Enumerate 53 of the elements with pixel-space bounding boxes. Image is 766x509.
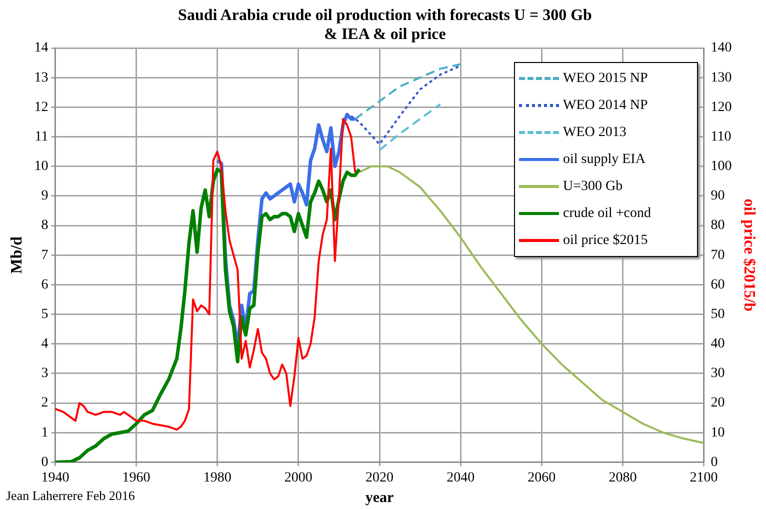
y2-axis-title: oil price $2015/b <box>740 198 758 312</box>
y-tick-label: 4 <box>41 336 48 352</box>
y-tick-label: 8 <box>41 218 48 234</box>
y2-tick-label: 60 <box>710 277 725 292</box>
y-tick-label: 2 <box>41 396 48 411</box>
y2-tick-label: 80 <box>710 218 725 234</box>
x-tick-label: 2020 <box>366 470 394 486</box>
x-tick-label: 2060 <box>528 470 556 486</box>
y-tick-label: 1 <box>41 425 48 440</box>
legend-label: WEO 2015 NP <box>563 70 648 86</box>
y-tick-label: 11 <box>34 129 48 144</box>
x-tick-label: 2000 <box>284 470 312 486</box>
y-tick-label: 7 <box>41 248 48 263</box>
y2-tick-label: 10 <box>710 425 725 440</box>
legend-label: oil supply EIA <box>563 152 646 168</box>
x-tick-label: 1960 <box>122 470 150 486</box>
x-tick-label: 2040 <box>446 470 475 486</box>
y-tick-label: 10 <box>34 159 48 174</box>
legend-label: oil price $2015 <box>563 232 648 248</box>
y-tick-label: 0 <box>41 454 48 470</box>
y2-tick-label: 0 <box>710 454 718 470</box>
legend-label: U=300 Gb <box>563 178 623 194</box>
y-tick-label: 12 <box>34 100 48 115</box>
y2-tick-label: 100 <box>710 159 732 174</box>
y2-tick-label: 50 <box>710 306 725 322</box>
y-tick-label: 9 <box>41 188 48 204</box>
y2-tick-label: 140 <box>710 40 732 56</box>
text: Jean Laherrere Feb 2016 <box>6 488 135 504</box>
y2-tick-label: 30 <box>710 366 725 382</box>
y2-tick-label: 130 <box>710 70 732 86</box>
chart-title: Saudi Arabia crude oil production with forecasts U = 300 Gb & IEA & oil price <box>177 6 593 44</box>
y-tick-label: 5 <box>41 306 48 322</box>
legend-label: WEO 2013 <box>563 124 626 140</box>
x-axis-title: year <box>365 490 394 506</box>
line-series <box>378 103 442 152</box>
y2-tick-label: 40 <box>710 336 725 352</box>
x-tick-label: 2080 <box>608 470 637 486</box>
legend-label: crude oil +cond <box>563 206 651 222</box>
line-series <box>354 63 462 120</box>
y-tick-label: 3 <box>41 366 48 382</box>
x-tick-label: 1940 <box>41 470 70 486</box>
y2-tick-label: 110 <box>710 129 732 144</box>
y-tick-label: 13 <box>34 70 48 86</box>
y2-tick-label: 90 <box>710 188 725 204</box>
y-axis-title: Mb/d <box>8 236 26 274</box>
y-tick-label: 6 <box>41 277 48 292</box>
x-tick-label: 1980 <box>203 470 232 486</box>
x-tick-label: 2100 <box>690 470 718 486</box>
y2-tick-label: 70 <box>710 248 725 263</box>
y2-tick-label: 20 <box>710 396 725 411</box>
y2-tick-label: 120 <box>710 100 732 115</box>
y-tick-label: 14 <box>34 40 48 56</box>
legend-label: WEO 2014 NP <box>563 98 648 114</box>
